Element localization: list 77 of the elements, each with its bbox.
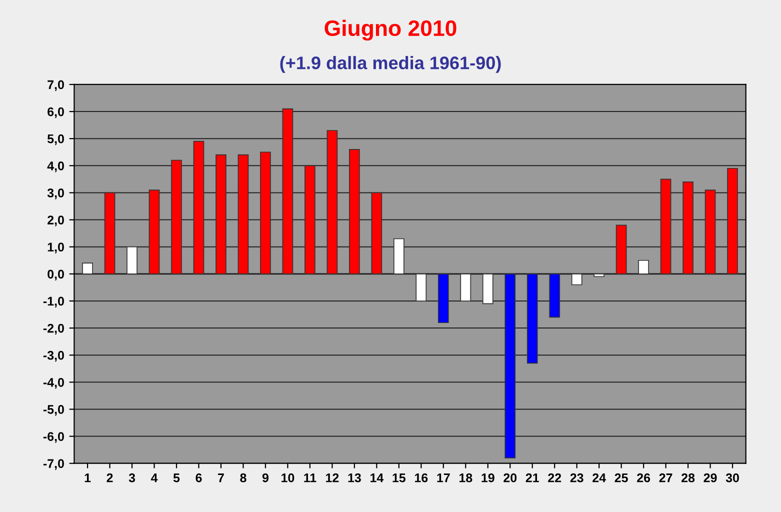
bar [260, 152, 271, 274]
x-tick-label: 6 [196, 473, 202, 482]
bar [482, 274, 494, 304]
y-tick-label: -7,0 [43, 459, 64, 470]
bar [216, 154, 226, 274]
bar [82, 262, 93, 274]
bar [594, 274, 604, 278]
y-tick-label: -3,0 [43, 350, 64, 362]
y-tick-label: -2,0 [43, 324, 64, 335]
y-tick-label: 3,0 [47, 188, 64, 200]
bar [349, 149, 360, 274]
x-tick-label: 13 [348, 473, 361, 482]
bar [238, 154, 249, 274]
bar [171, 160, 182, 274]
x-tick-label: 16 [414, 473, 428, 482]
x-tick-label: 18 [459, 473, 472, 482]
x-tick-label: 22 [548, 473, 562, 482]
x-tick-label: 1 [84, 474, 91, 482]
bar [504, 274, 516, 458]
bar [704, 190, 716, 274]
x-tick-label: 3 [128, 473, 136, 482]
y-tick-label: -6,0 [43, 432, 64, 443]
x-tick-label: 28 [682, 473, 695, 482]
x-tick-label: 20 [504, 473, 517, 482]
y-tick-label: 6,0 [48, 107, 64, 118]
bar [616, 224, 627, 274]
x-tick-label: 24 [592, 473, 606, 482]
x-tick-label: 19 [482, 473, 494, 482]
bar [371, 192, 382, 274]
bar [416, 274, 427, 302]
x-tick-label: 8 [240, 473, 246, 482]
y-tick-label: -5,0 [43, 405, 64, 416]
x-tick-label: 27 [659, 473, 672, 482]
y-tick-label: 7,0 [48, 80, 64, 91]
bar [526, 274, 538, 364]
bar [126, 246, 138, 274]
y-tick-label: -1,0 [43, 296, 64, 308]
bar [438, 274, 449, 324]
x-tick-label: 30 [726, 473, 739, 482]
bar [660, 178, 672, 274]
x-tick-label: 4 [150, 474, 158, 482]
x-tick-label: 17 [437, 474, 450, 482]
bar [104, 192, 116, 274]
bar [193, 140, 204, 274]
x-tick-label: 10 [282, 473, 294, 482]
bar [549, 274, 560, 318]
x-tick-label: 25 [614, 473, 628, 482]
x-tick-label: 9 [262, 473, 268, 482]
y-tick-label: 4,0 [47, 161, 64, 172]
bar [571, 274, 582, 286]
bar [460, 274, 472, 302]
bar [682, 181, 694, 274]
bar [727, 168, 738, 274]
chart-subtitle: (+1.9 dalla media 1961-90) [280, 56, 501, 73]
bar [282, 108, 294, 274]
x-tick-label: 14 [370, 474, 384, 482]
x-tick-label: 7 [218, 474, 224, 482]
bar [148, 190, 160, 274]
bar [638, 260, 649, 274]
x-tick-label: 2 [106, 473, 113, 482]
y-tick-label: 0,0 [48, 270, 64, 280]
y-tick-label: 2,0 [48, 216, 64, 226]
x-tick-label: 21 [526, 473, 539, 482]
x-tick-label: 29 [704, 473, 717, 482]
bar [326, 130, 338, 274]
x-tick-label: 12 [326, 473, 339, 482]
x-tick-label: 26 [637, 473, 650, 482]
y-tick-label: 1,0 [48, 242, 64, 254]
y-tick-label: 5,0 [47, 134, 64, 146]
bar [393, 238, 404, 274]
x-tick-label: 23 [570, 473, 584, 482]
y-tick-label: -4,0 [43, 378, 64, 389]
x-tick-label: 5 [173, 474, 180, 482]
x-tick-label: 11 [304, 474, 316, 482]
bar [304, 165, 316, 274]
x-tick-label: 15 [392, 474, 406, 482]
chart-title: Giugno 2010 [324, 20, 456, 41]
